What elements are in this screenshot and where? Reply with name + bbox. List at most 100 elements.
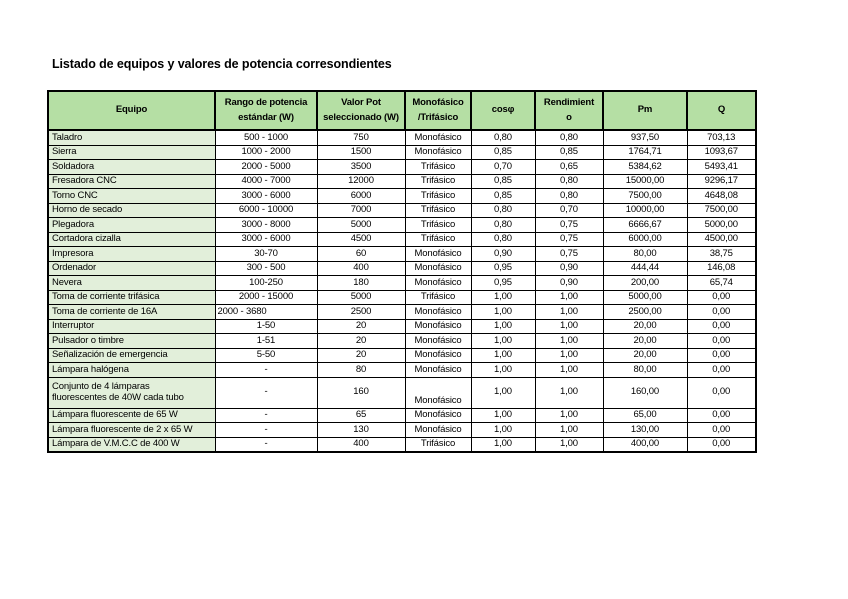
cell-equipment-name: Toma de corriente trifásica [47, 289, 216, 305]
cell-cos-phi: 0,80 [470, 202, 536, 218]
table-row: Toma de corriente de 16A 2000 - 3680 2500 M… [47, 304, 757, 320]
cell-phase-type: Trifásico [404, 159, 472, 175]
cell-pm: 7500,00 [602, 188, 688, 204]
cell-equipment-name: Toma de corriente de 16A [47, 304, 216, 320]
cell-q: 1093,67 [686, 144, 757, 160]
table-row: Lámpara fluorescente de 2 x 65 W -130 Mono… [47, 422, 757, 438]
cell-phase-type: Monofásico [404, 246, 472, 262]
cell-equipment-name: Torno CNC [47, 188, 216, 204]
cell-efficiency: 1,00 [534, 289, 604, 305]
table-row: Lámpara halógena -80 Monofásico 1,00 1,00 80,… [47, 362, 757, 378]
cell-selected-power: 5000 [316, 289, 406, 305]
cell-equipment-name: Taladro [47, 129, 216, 146]
cell-cos-phi: 0,90 [470, 246, 536, 262]
cell-phase-type: Trifásico [404, 202, 472, 218]
cell-phase-type: Trifásico [404, 231, 472, 247]
cell-pm: 80,00 [602, 362, 688, 378]
cell-selected-power: 12000 [316, 173, 406, 189]
cell-pm: 1764,71 [602, 144, 688, 160]
equipment-power-table: Equipo Rango de potencia estándar (W) Va… [47, 90, 757, 453]
col-header-efficiency: Rendimient o [534, 90, 604, 131]
cell-equipment-name: Plegadora [47, 217, 216, 233]
cell-power-range: 6000 - 10000 [214, 202, 318, 218]
cell-equipment-name: Lámpara fluorescente de 65 W [47, 407, 216, 423]
cell-selected-power: 180 [316, 275, 406, 291]
cell-selected-power: 80 [316, 362, 406, 378]
cell-power-range: 100-250 [214, 275, 318, 291]
cell-selected-power: 7000 [316, 202, 406, 218]
cell-selected-power: 3500 [316, 159, 406, 175]
cell-efficiency: 0,90 [534, 275, 604, 291]
cell-cos-phi: 0,80 [470, 231, 536, 247]
cell-power-range: - [214, 436, 318, 453]
cell-q: 65,74 [686, 275, 757, 291]
cell-q: 0,00 [686, 436, 757, 453]
cell-pm: 200,00 [602, 275, 688, 291]
cell-q: 0,00 [686, 362, 757, 378]
cell-power-range: 3000 - 6000 [214, 231, 318, 247]
cell-equipment-name: Soldadora [47, 159, 216, 175]
cell-power-range: 500 - 1000 [214, 129, 318, 146]
cell-efficiency: 0,80 [534, 129, 604, 146]
table-row: Torno CNC 3000 - 6000 6000 Trifásico 0,85 0,8… [47, 188, 757, 204]
cell-pm: 20,00 [602, 347, 688, 363]
cell-efficiency: 0,85 [534, 144, 604, 160]
cell-cos-phi: 0,85 [470, 188, 536, 204]
cell-cos-phi: 0,85 [470, 144, 536, 160]
cell-pm: 2500,00 [602, 304, 688, 320]
cell-efficiency: 1,00 [534, 376, 604, 409]
cell-equipment-name: Fresadora CNC [47, 173, 216, 189]
cell-pm: 20,00 [602, 333, 688, 349]
cell-q: 0,00 [686, 289, 757, 305]
cell-efficiency: 0,80 [534, 173, 604, 189]
cell-cos-phi: 1,00 [470, 333, 536, 349]
cell-q: 146,08 [686, 260, 757, 276]
cell-equipment-name: Nevera [47, 275, 216, 291]
table-row: Horno de secado 6000 - 10000 7000 Trifásico… [47, 202, 757, 218]
cell-pm: 65,00 [602, 407, 688, 423]
cell-equipment-name: Cortadora cizalla [47, 231, 216, 247]
cell-q: 4500,00 [686, 231, 757, 247]
cell-selected-power: 6000 [316, 188, 406, 204]
cell-phase-type: Monofásico [404, 144, 472, 160]
cell-equipment-name: Horno de secado [47, 202, 216, 218]
col-header-cos-phi: cosφ [470, 90, 536, 131]
cell-efficiency: 0,75 [534, 246, 604, 262]
cell-q: 0,00 [686, 333, 757, 349]
cell-phase-type: Monofásico [404, 260, 472, 276]
col-header-q: Q [686, 90, 757, 131]
cell-equipment-name: Señalización de emergencia [47, 347, 216, 363]
cell-q: 0,00 [686, 422, 757, 438]
cell-q: 0,00 [686, 376, 757, 409]
cell-power-range: - [214, 407, 318, 423]
cell-q: 703,13 [686, 129, 757, 146]
cell-cos-phi: 1,00 [470, 407, 536, 423]
cell-q: 0,00 [686, 304, 757, 320]
cell-cos-phi: 1,00 [470, 376, 536, 409]
cell-pm: 5384,62 [602, 159, 688, 175]
cell-efficiency: 1,00 [534, 347, 604, 363]
table-row: Impresora 30-70 60 Monofásico 0,90 0,75 80,00 3… [47, 246, 757, 262]
cell-efficiency: 0,65 [534, 159, 604, 175]
cell-pm: 130,00 [602, 422, 688, 438]
cell-efficiency: 0,75 [534, 217, 604, 233]
cell-q: 0,00 [686, 347, 757, 363]
cell-cos-phi: 0,70 [470, 159, 536, 175]
cell-pm: 20,00 [602, 318, 688, 334]
cell-pm: 937,50 [602, 129, 688, 146]
cell-equipment-name: Pulsador o timbre [47, 333, 216, 349]
cell-efficiency: 1,00 [534, 304, 604, 320]
cell-equipment-name: Impresora [47, 246, 216, 262]
cell-selected-power: 1500 [316, 144, 406, 160]
cell-selected-power: 65 [316, 407, 406, 423]
cell-power-range: - [214, 422, 318, 438]
cell-phase-type: Monofásico [404, 275, 472, 291]
table-row: Lámpara fluorescente de 65 W -65 Monofásic… [47, 407, 757, 423]
col-header-pm: Pm [602, 90, 688, 131]
cell-selected-power: 4500 [316, 231, 406, 247]
cell-q: 9296,17 [686, 173, 757, 189]
cell-cos-phi: 0,95 [470, 275, 536, 291]
cell-q: 0,00 [686, 318, 757, 334]
cell-pm: 6000,00 [602, 231, 688, 247]
